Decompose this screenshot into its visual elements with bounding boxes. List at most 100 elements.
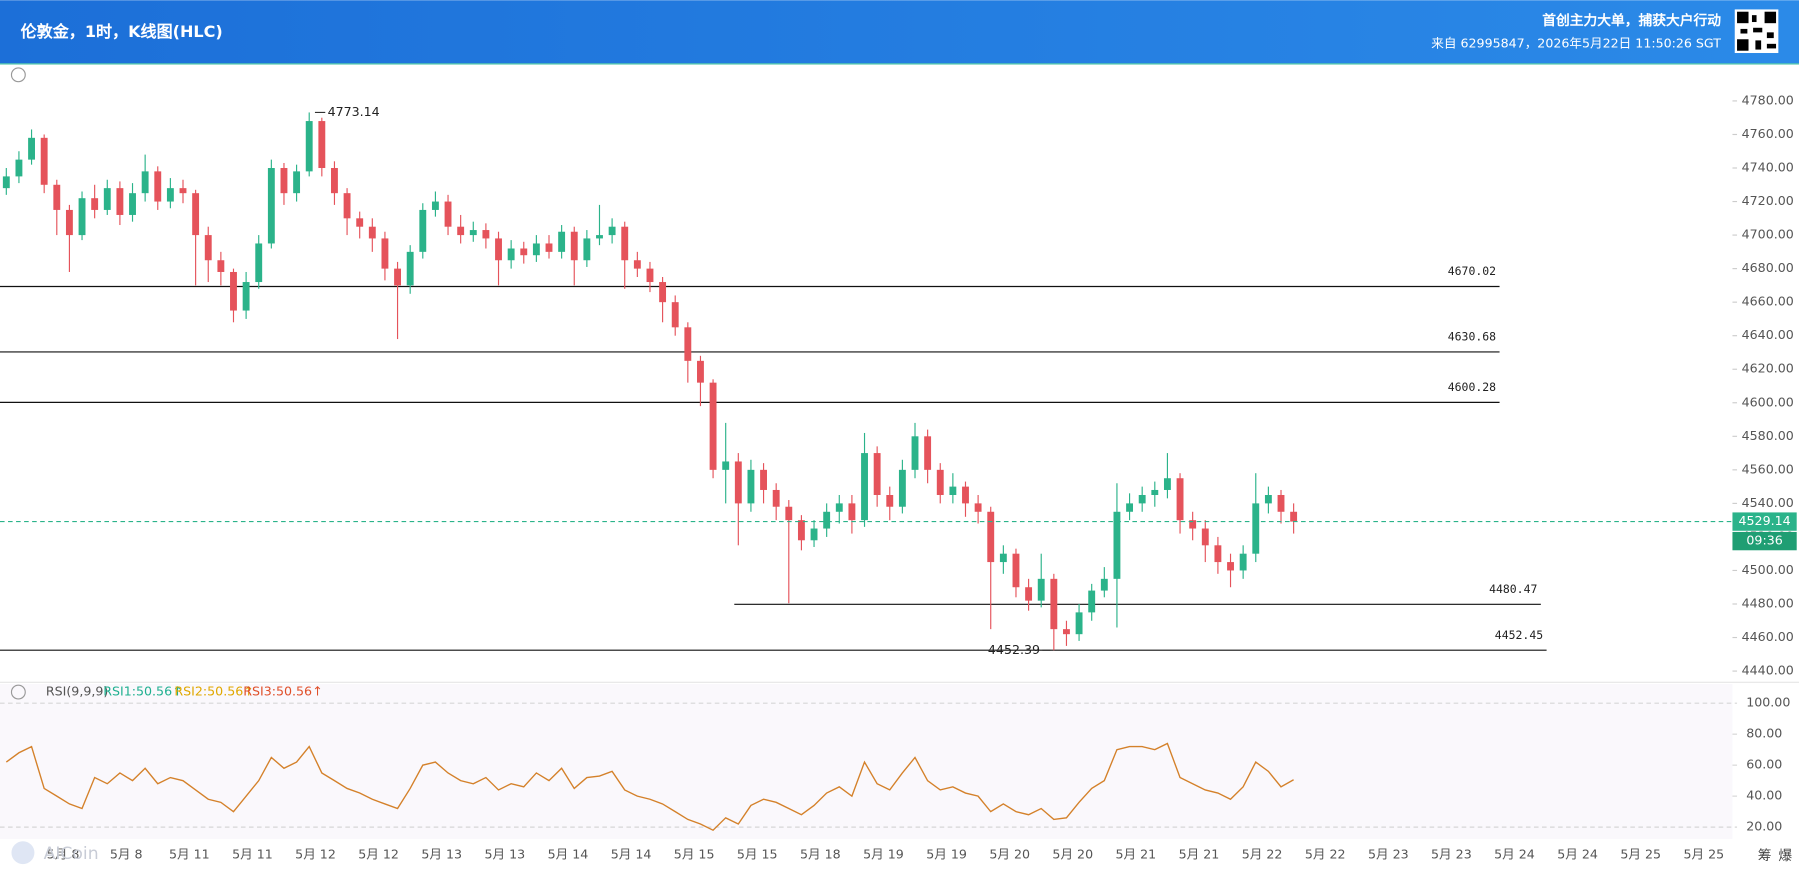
candle-body bbox=[255, 243, 263, 283]
candle-body bbox=[532, 243, 540, 256]
candle-body bbox=[697, 360, 704, 383]
candle-body bbox=[293, 171, 301, 194]
candle-body bbox=[495, 238, 502, 261]
candle-body bbox=[103, 188, 111, 210]
candle-body bbox=[570, 231, 578, 261]
level-label: 4600.28 bbox=[1448, 380, 1496, 394]
y-tick-label: 4720.00 bbox=[1742, 193, 1794, 208]
x-tick-label: 5月 8 bbox=[110, 846, 143, 861]
candle-body bbox=[406, 251, 414, 286]
candle-body bbox=[1239, 553, 1247, 571]
header-promo[interactable]: 首创主力大单，捕获大户行动 bbox=[1542, 12, 1721, 29]
candle-body bbox=[381, 238, 389, 269]
rsi-collapse-icon[interactable] bbox=[10, 684, 26, 700]
countdown: 09:36 bbox=[1746, 533, 1782, 548]
chip-button[interactable]: 筹 bbox=[1758, 847, 1772, 864]
countdown-box bbox=[1732, 531, 1797, 551]
candle-body bbox=[53, 184, 61, 210]
candle-body bbox=[873, 453, 881, 495]
candle-body bbox=[419, 209, 427, 252]
y-tick-label: 4540.00 bbox=[1742, 495, 1794, 510]
candle-body bbox=[1138, 494, 1146, 504]
candle-body bbox=[15, 159, 23, 177]
x-tick-label: 5月 15 bbox=[674, 846, 715, 861]
candle-body bbox=[772, 489, 780, 507]
qr-code bbox=[1734, 9, 1779, 54]
x-tick-label: 5月 13 bbox=[421, 846, 462, 861]
candle-body bbox=[1050, 578, 1058, 630]
candle-body bbox=[1176, 478, 1184, 521]
candle-body bbox=[2, 176, 10, 189]
candle-body bbox=[810, 528, 818, 541]
candle-body bbox=[987, 511, 995, 563]
candle-body bbox=[545, 243, 553, 252]
candle-body bbox=[1264, 494, 1272, 504]
x-tick-label: 5月 24 bbox=[1557, 846, 1598, 861]
candle-body bbox=[331, 168, 338, 194]
x-tick-label: 5月 23 bbox=[1431, 846, 1472, 861]
candle-body bbox=[65, 209, 73, 236]
y-tick-label: 4580.00 bbox=[1742, 428, 1794, 443]
candle-body bbox=[861, 453, 868, 521]
y-tick-label: 4780.00 bbox=[1742, 92, 1794, 107]
candle-body bbox=[318, 121, 326, 169]
x-tick-label: 5月 12 bbox=[295, 846, 336, 861]
candle-body bbox=[797, 520, 805, 541]
candle-body bbox=[40, 137, 48, 185]
x-tick-label: 5月 24 bbox=[1494, 846, 1535, 861]
x-tick-label: 5月 18 bbox=[800, 846, 841, 861]
candle-body bbox=[1100, 578, 1108, 591]
current-price-box bbox=[1732, 512, 1797, 531]
y-tick-label: 4560.00 bbox=[1742, 461, 1794, 476]
candle-body bbox=[886, 494, 894, 507]
candle-body bbox=[91, 198, 99, 210]
candle-body bbox=[608, 226, 616, 236]
candle-body bbox=[457, 226, 465, 236]
x-tick-label: 5月 12 bbox=[358, 846, 399, 861]
candle-body bbox=[974, 503, 982, 512]
candle-body bbox=[671, 302, 679, 328]
candle-body bbox=[1037, 578, 1045, 601]
candle-body bbox=[621, 226, 629, 261]
candle-body bbox=[305, 121, 313, 172]
candle-body bbox=[192, 193, 200, 236]
candle-body bbox=[28, 137, 35, 160]
candle-body bbox=[558, 231, 566, 252]
candle-body bbox=[1252, 503, 1260, 554]
candle-body bbox=[949, 486, 957, 495]
rsi-legend: RSI3:50.56↑ bbox=[243, 684, 322, 699]
candle-body bbox=[520, 248, 528, 256]
x-tick-label: 5月 25 bbox=[1683, 846, 1724, 861]
candle-body bbox=[431, 201, 439, 210]
candle-body bbox=[722, 461, 730, 470]
candle-body bbox=[1025, 587, 1033, 601]
candle-body bbox=[280, 168, 288, 194]
collapse-icon[interactable] bbox=[10, 67, 26, 83]
rsi-tick-label: 20.00 bbox=[1746, 819, 1782, 834]
candle-body bbox=[394, 268, 401, 286]
candle-body bbox=[633, 260, 641, 269]
x-tick-label: 5月 25 bbox=[1620, 846, 1661, 861]
level-label: 4630.68 bbox=[1448, 329, 1496, 343]
header-source: 来自 62995847，2026年5月22日 11:50:26 SGT bbox=[1431, 35, 1721, 50]
candle-body bbox=[747, 469, 755, 504]
high-label: 4773.14 bbox=[328, 104, 380, 119]
candle-body bbox=[129, 193, 136, 215]
x-tick-label: 5月 20 bbox=[989, 846, 1030, 861]
candle-body bbox=[141, 171, 149, 194]
candle-body bbox=[267, 168, 275, 244]
candle-body bbox=[217, 260, 225, 272]
x-tick-label: 5月 20 bbox=[1052, 846, 1093, 861]
y-tick-label: 4440.00 bbox=[1742, 663, 1794, 678]
candle-body bbox=[734, 461, 742, 504]
x-tick-label: 5月 23 bbox=[1368, 846, 1409, 861]
candle-body bbox=[1126, 503, 1134, 512]
candle-body bbox=[1277, 494, 1285, 512]
liq-button[interactable]: 爆 bbox=[1778, 848, 1792, 864]
rsi-legend: RSI2:50.56↑ bbox=[174, 684, 253, 699]
rsi-panel bbox=[0, 684, 1733, 839]
candle-body bbox=[444, 201, 452, 227]
candle-body bbox=[507, 248, 515, 261]
